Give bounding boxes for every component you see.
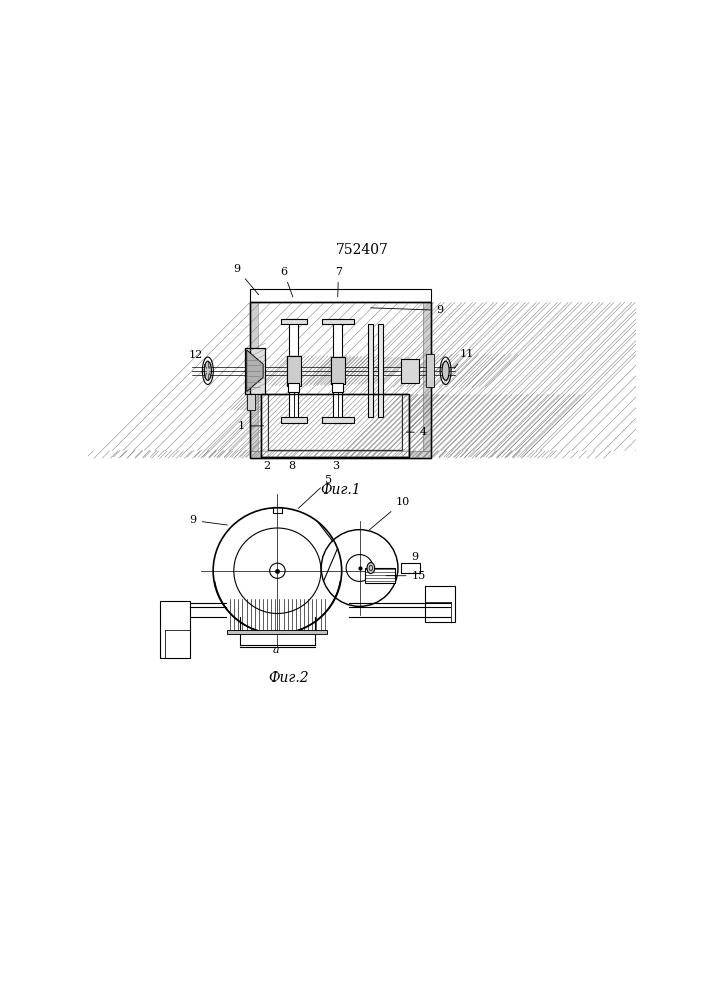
Bar <box>332 383 343 392</box>
Text: 12: 12 <box>189 350 203 360</box>
Text: 4: 4 <box>407 427 427 437</box>
Bar <box>287 356 301 386</box>
Text: 9: 9 <box>411 552 419 562</box>
Ellipse shape <box>442 361 449 380</box>
Bar <box>331 357 345 384</box>
Text: 1: 1 <box>238 421 264 431</box>
Bar <box>322 417 354 423</box>
Bar <box>423 302 431 451</box>
Text: 6: 6 <box>280 267 293 297</box>
Bar <box>245 348 265 394</box>
Text: 11: 11 <box>454 349 474 369</box>
Bar <box>268 394 402 450</box>
Bar <box>228 630 327 634</box>
Bar <box>426 586 455 622</box>
Bar <box>331 357 345 384</box>
Text: 10: 10 <box>369 497 409 530</box>
Text: 3: 3 <box>332 461 339 471</box>
Bar <box>368 324 373 417</box>
Bar <box>378 324 383 417</box>
Bar <box>261 394 268 457</box>
Text: 15: 15 <box>386 571 426 581</box>
Bar <box>250 302 431 458</box>
Text: 7: 7 <box>335 267 342 297</box>
Text: 9: 9 <box>233 264 259 295</box>
Bar <box>245 348 265 394</box>
Bar <box>287 356 301 386</box>
Text: 9: 9 <box>370 305 443 315</box>
Text: 752407: 752407 <box>336 243 389 257</box>
Text: 5: 5 <box>298 475 332 508</box>
Bar <box>261 394 409 457</box>
Text: a: a <box>273 645 280 655</box>
Bar <box>250 451 431 458</box>
Polygon shape <box>247 350 263 392</box>
Bar <box>402 394 409 457</box>
Bar <box>287 356 301 386</box>
Bar <box>289 319 298 423</box>
Text: Фиг.1: Фиг.1 <box>320 483 361 497</box>
Ellipse shape <box>367 563 375 573</box>
Bar <box>250 302 257 451</box>
Bar <box>426 354 433 387</box>
Bar <box>288 383 299 392</box>
Bar <box>261 394 268 457</box>
Bar <box>322 319 354 324</box>
Bar <box>402 359 419 383</box>
Ellipse shape <box>204 361 211 380</box>
Bar <box>366 568 395 583</box>
Bar <box>273 507 282 513</box>
Bar <box>426 354 433 387</box>
Bar <box>247 394 255 410</box>
Bar <box>281 417 307 423</box>
Bar <box>250 302 431 458</box>
Text: 8: 8 <box>288 461 296 471</box>
Bar <box>250 289 431 302</box>
Bar <box>247 394 255 410</box>
Text: Фиг.2: Фиг.2 <box>268 671 309 685</box>
Bar <box>250 451 431 458</box>
Bar <box>401 563 420 573</box>
Bar <box>261 450 409 457</box>
Bar <box>281 319 307 324</box>
Text: 9: 9 <box>189 515 228 525</box>
Bar <box>261 394 409 457</box>
Bar <box>426 354 433 387</box>
Bar <box>331 357 345 384</box>
Bar <box>402 394 409 457</box>
Text: 2: 2 <box>264 461 271 471</box>
Bar <box>261 450 409 457</box>
Bar <box>423 302 431 451</box>
Bar <box>250 302 257 451</box>
Bar <box>247 394 255 410</box>
Bar <box>160 601 189 658</box>
Bar <box>333 319 342 423</box>
